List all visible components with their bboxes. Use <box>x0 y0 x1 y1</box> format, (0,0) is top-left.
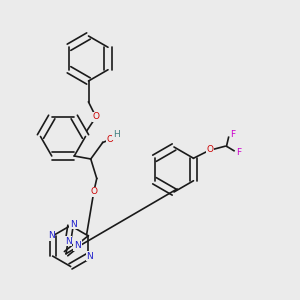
Text: O: O <box>206 145 214 154</box>
Text: O: O <box>90 188 97 196</box>
Text: O: O <box>107 135 114 144</box>
Text: N: N <box>70 220 77 229</box>
Text: N: N <box>74 241 81 250</box>
Text: H: H <box>113 130 120 140</box>
Text: F: F <box>236 148 242 157</box>
Text: N: N <box>65 236 71 245</box>
Text: N: N <box>48 231 55 240</box>
Text: N: N <box>86 252 93 261</box>
Text: F: F <box>230 130 236 139</box>
Text: O: O <box>92 112 100 122</box>
